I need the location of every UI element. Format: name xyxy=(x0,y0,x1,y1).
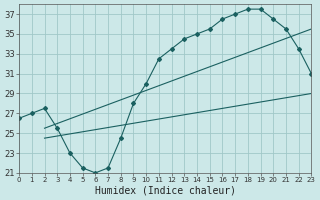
X-axis label: Humidex (Indice chaleur): Humidex (Indice chaleur) xyxy=(95,186,236,196)
